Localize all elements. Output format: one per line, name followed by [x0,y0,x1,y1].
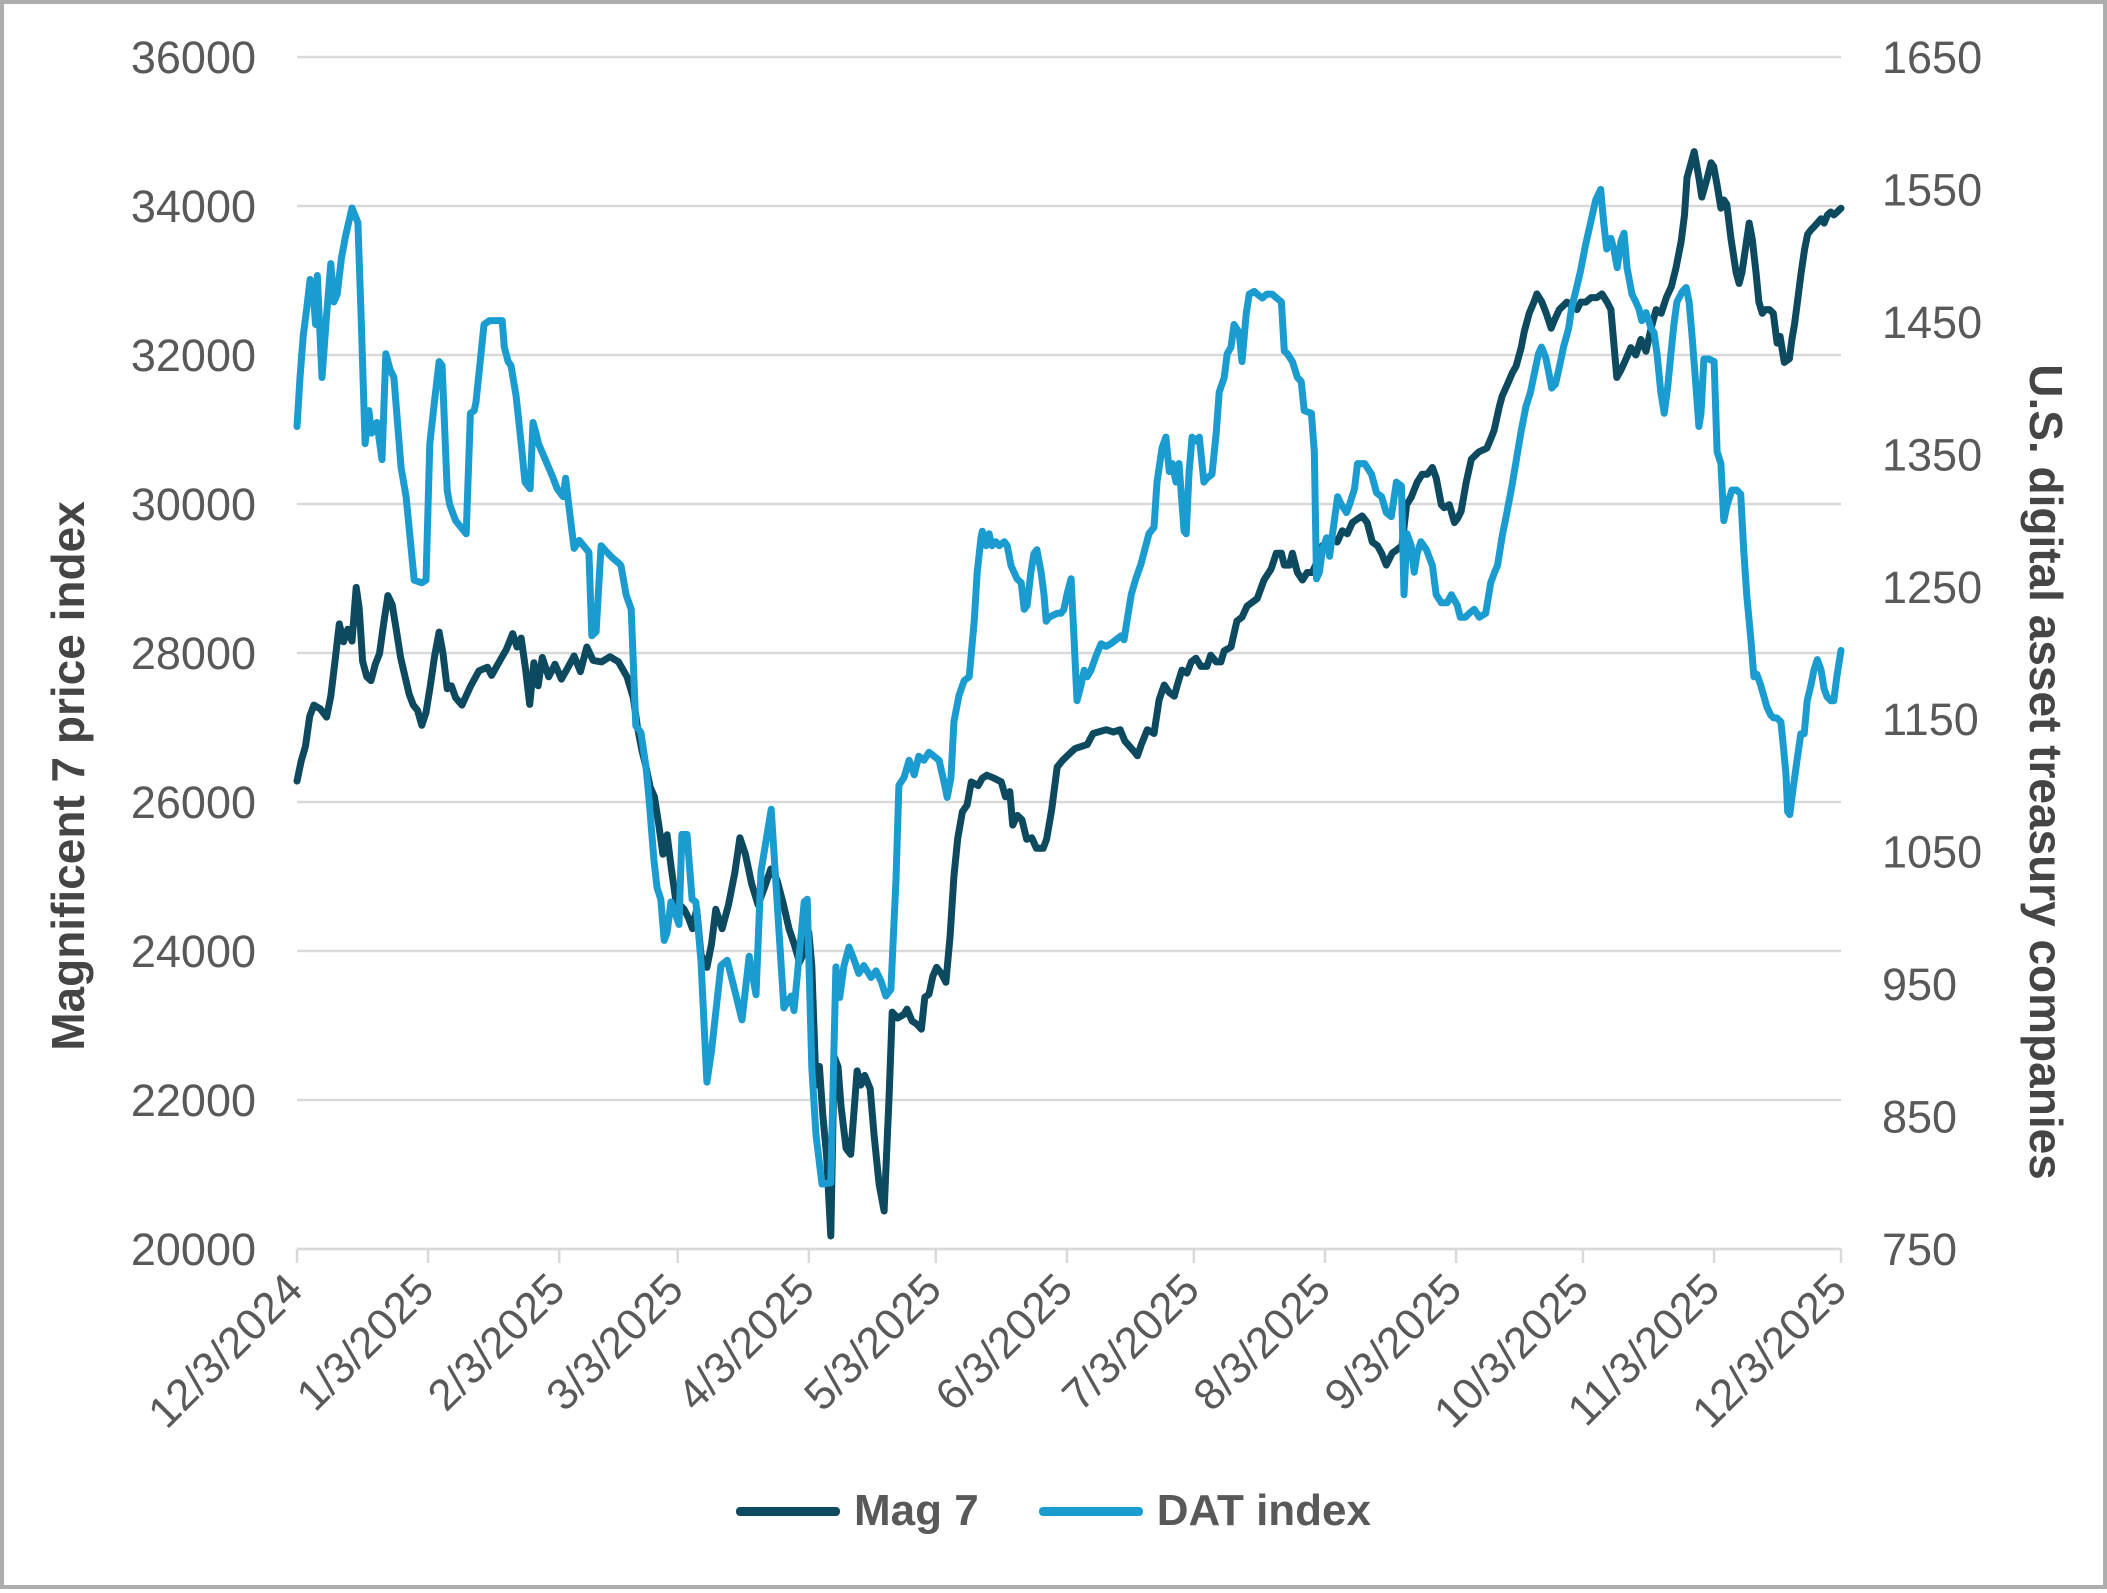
x-axis-tick-label: 8/3/2025 [1184,1264,1340,1420]
y-right-tick-label: 1350 [1882,429,1982,480]
x-axis-tick-label: 7/3/2025 [1053,1264,1209,1420]
y-left-tick-label: 30000 [131,479,256,530]
y-left-tick-label: 36000 [131,32,256,83]
y-left-tick-label: 20000 [131,1224,256,1275]
y-left-tick-label: 32000 [131,330,256,381]
y-right-tick-label: 1650 [1882,32,1982,83]
y-axis-right-title: U.S. digital asset treasury companies [2020,364,2072,1180]
legend-item-dat-index: DAT index [1038,1486,1371,1536]
legend-label-dat-index: DAT index [1156,1486,1371,1535]
legend-swatch-dat-index-line [1038,1506,1143,1516]
y-right-tick-label: 1250 [1882,562,1982,613]
legend-item-mag7: Mag 7 [735,1486,979,1536]
y-left-tick-label: 28000 [131,628,256,679]
dual-axis-line-chart: 36000 34000 32000 30000 28000 26000 24000 22000… [131,32,1982,1437]
legend-label-mag7: Mag 7 [853,1486,979,1535]
y-right-tick-label: 1150 [1882,694,1979,745]
x-axis-tick-label: 1/3/2025 [287,1264,443,1420]
y-right-tick-label: 1450 [1882,297,1982,348]
x-axis-tick-label: 12/3/2024 [139,1264,312,1437]
y-left-tick-label: 26000 [131,777,256,828]
y-left-tick-label: 34000 [131,181,256,232]
mag7-line [293,148,1845,1240]
legend-swatch-mag7-line [735,1506,840,1516]
y-left-tick-label: 22000 [131,1075,256,1126]
x-axis-tick-label: 4/3/2025 [668,1264,824,1420]
y-left-tick-label: 24000 [131,926,256,977]
x-axis-tick-label: 5/3/2025 [795,1264,951,1420]
dat-index-line [293,185,1845,1188]
y-right-tick-label: 850 [1882,1092,1957,1143]
y-axis-left-title: Magnificent 7 price index [42,501,94,1051]
y-right-tick-label: 1550 [1882,164,1982,215]
x-axis-tick-label: 6/3/2025 [926,1264,1082,1420]
y-right-tick-label: 950 [1882,959,1957,1010]
y-right-tick-label: 750 [1882,1224,1957,1275]
legend: Mag 7 DAT index [4,1486,2103,1536]
y-right-tick-label: 1050 [1882,827,1982,878]
